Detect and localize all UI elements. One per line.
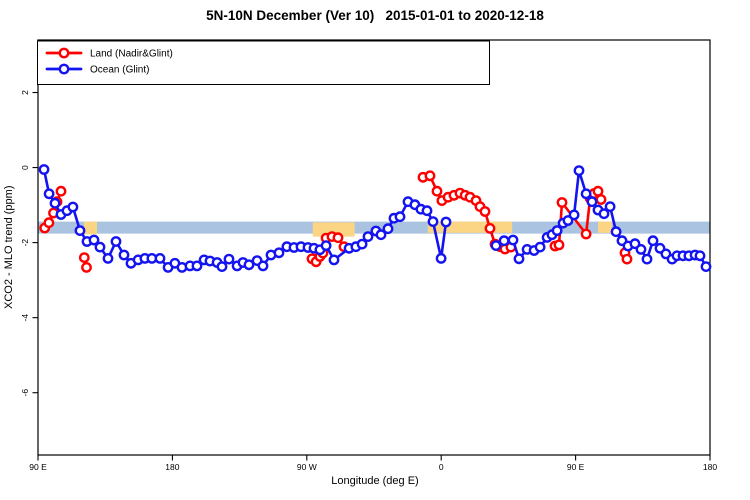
data-point-marker <box>375 229 387 241</box>
y-axis-title: XCO2 - MLO trend (ppm) <box>3 185 15 309</box>
data-point-marker <box>43 188 55 200</box>
data-point-marker <box>700 261 712 272</box>
chart-title: 5N-10N December (Ver 10) 2015-01-01 to 2… <box>206 8 544 23</box>
data-point-marker <box>586 196 598 208</box>
data-point-marker <box>191 260 203 272</box>
data-point-marker <box>216 261 228 272</box>
data-point-marker <box>328 254 340 266</box>
x-tick-label: 0 <box>439 462 444 472</box>
data-point-marker <box>332 232 344 244</box>
y-tick-label: -6 <box>20 389 30 397</box>
data-point-marker <box>424 170 436 182</box>
land-reference-band-2 <box>312 222 355 237</box>
data-point-marker <box>551 225 563 237</box>
data-point-marker <box>55 185 67 197</box>
legend-layer: Land (Nadir&Glint) Ocean (Glint) <box>37 40 490 85</box>
data-point-marker <box>421 205 433 217</box>
data-point-marker <box>382 223 394 235</box>
data-point-marker <box>435 252 447 264</box>
data-point-marker <box>362 231 374 243</box>
data-point-marker <box>534 241 546 253</box>
data-point-marker <box>641 253 653 265</box>
x-tick-label: 180 <box>703 462 717 472</box>
data-point-marker <box>243 259 255 271</box>
x-axis-title: Longitude (deg E) <box>331 475 419 487</box>
data-point-marker <box>694 250 706 262</box>
y-tick-label: -2 <box>20 239 30 247</box>
axes-layer: 90 E 180 90 W 0 90 E 180 2 0 -2 -4 -6 <box>20 39 717 472</box>
legend-box <box>37 40 490 85</box>
plot-border <box>37 39 711 456</box>
data-point-marker <box>356 238 368 250</box>
data-point-marker <box>580 188 592 200</box>
data-point-marker <box>580 228 592 240</box>
data-point-marker <box>320 240 332 252</box>
data-point-marker <box>647 235 659 247</box>
data-point-marker <box>118 249 130 261</box>
data-point-marker <box>490 240 502 252</box>
data-point-marker <box>484 222 496 234</box>
data-point-marker <box>604 201 616 213</box>
x-tick-label: 90 E <box>567 462 585 472</box>
data-point-marker <box>74 225 86 237</box>
data-point-marker <box>394 211 406 223</box>
land-reference-band-4 <box>598 221 612 233</box>
y-tick-label: 2 <box>20 90 30 95</box>
data-point-marker <box>595 194 607 205</box>
data-point-marker <box>273 247 285 259</box>
data-point-marker <box>43 217 55 229</box>
data-point-marker <box>257 260 269 272</box>
data-point-marker <box>88 234 100 246</box>
data-point-marker <box>440 216 452 228</box>
data-point-marker <box>556 197 568 208</box>
data-point-marker <box>38 164 50 175</box>
data-point-marker <box>635 243 647 255</box>
data-point-marker <box>102 252 114 264</box>
data-point-marker <box>479 206 491 217</box>
data-point-marker <box>553 239 565 251</box>
x-tick-label: 90 E <box>29 462 47 472</box>
data-point-marker <box>568 209 580 221</box>
series-layer <box>38 164 712 273</box>
legend-label: Ocean (Glint) <box>90 65 149 76</box>
data-point-marker <box>427 216 439 228</box>
series-line <box>42 168 448 269</box>
legend-label: Land (Nadir&Glint) <box>90 49 173 60</box>
data-point-marker <box>507 234 519 246</box>
data-point-marker <box>431 185 443 197</box>
land-reference-band-1 <box>83 221 97 235</box>
data-point-marker <box>110 236 122 247</box>
data-point-marker <box>223 253 235 265</box>
x-tick-label: 180 <box>165 462 179 472</box>
data-point-marker <box>94 241 106 253</box>
y-tick-label: -4 <box>20 314 30 322</box>
data-point-marker <box>513 253 525 265</box>
data-point-marker <box>498 235 510 247</box>
x-tick-label: 90 W <box>297 462 317 472</box>
data-point-marker <box>621 253 633 265</box>
legend-sample-marker <box>58 47 70 59</box>
data-point-marker <box>78 252 90 264</box>
data-point-marker <box>598 208 610 220</box>
legend-sample-marker <box>58 63 70 75</box>
data-point-marker <box>610 226 622 238</box>
data-point-marker <box>81 261 92 273</box>
data-point-marker <box>49 197 61 209</box>
y-tick-label: 0 <box>20 165 30 170</box>
data-point-marker <box>573 165 585 177</box>
data-point-marker <box>67 201 79 213</box>
data-point-marker <box>154 252 166 264</box>
land-reference-band-3 <box>427 221 513 233</box>
